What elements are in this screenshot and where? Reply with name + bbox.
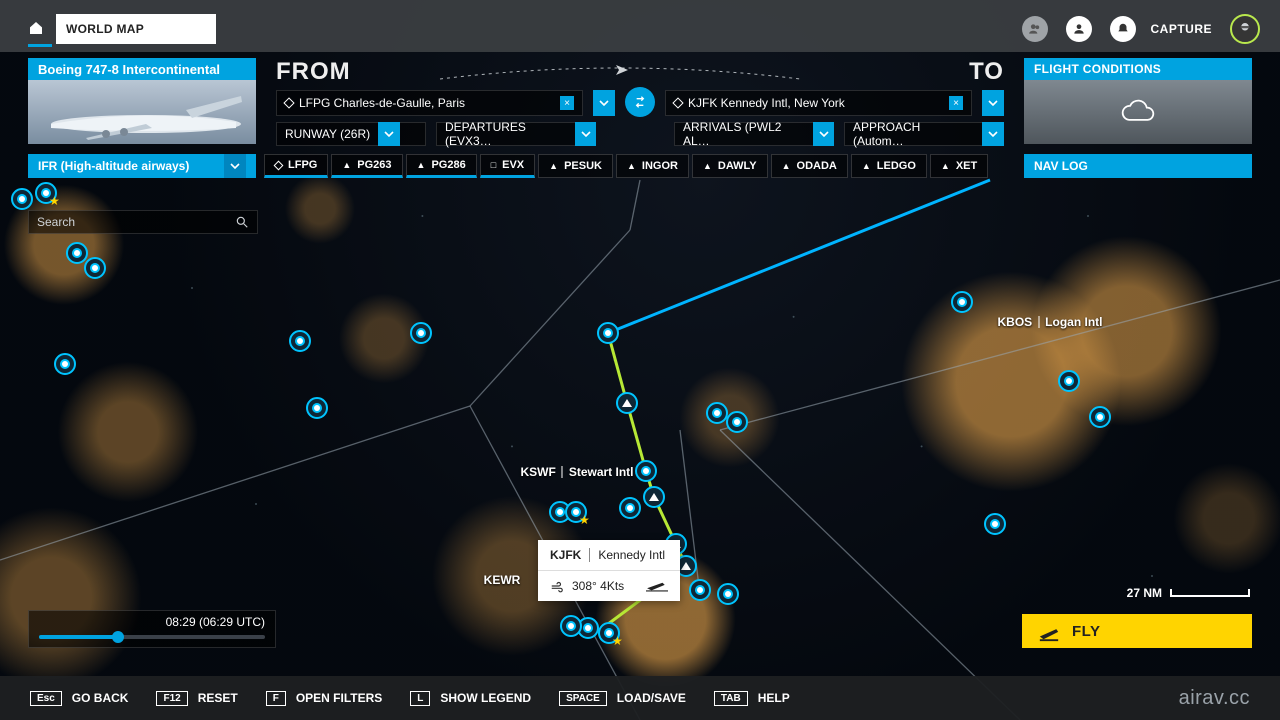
aircraft-image xyxy=(28,80,256,144)
aircraft-name: Boeing 747-8 Intercontinental xyxy=(28,58,256,80)
map-waypoint[interactable] xyxy=(643,486,665,508)
hotkey-hint: FOPEN FILTERS xyxy=(266,691,383,706)
to-airport-field[interactable]: KJFK Kennedy Intl, New York × xyxy=(665,90,972,116)
nav-log-panel[interactable]: NAV LOG xyxy=(1024,154,1252,178)
clear-from-icon[interactable]: × xyxy=(560,96,574,110)
fly-button[interactable]: FLY xyxy=(1022,614,1252,648)
takeoff-icon xyxy=(1038,620,1060,642)
map-waypoint[interactable] xyxy=(560,615,582,637)
map-waypoint[interactable] xyxy=(11,188,33,210)
approach-select[interactable]: APPROACH (Autom… xyxy=(844,122,1004,146)
bottom-bar: EscGO BACK F12RESET FOPEN FILTERS LSHOW LEG… xyxy=(0,676,1280,720)
tooltip-wind: 308° 4Kts xyxy=(572,579,624,593)
home-icon[interactable] xyxy=(28,20,44,36)
map-waypoint[interactable] xyxy=(306,397,328,419)
map-waypoint[interactable] xyxy=(717,583,739,605)
map-waypoint[interactable] xyxy=(66,242,88,264)
waypoint-tab[interactable]: ▲ODADA xyxy=(771,154,848,178)
time-slider[interactable]: 08:29 (06:29 UTC) xyxy=(28,610,276,648)
top-bar: WORLD MAP CAPTURE xyxy=(0,0,1280,52)
waypoint-tab[interactable]: ▲PG263 xyxy=(331,154,402,178)
time-value: 08:29 (06:29 UTC) xyxy=(166,615,265,629)
flight-conditions-title: FLIGHT CONDITIONS xyxy=(1024,58,1252,80)
hotkey-hint: F12RESET xyxy=(156,691,237,706)
map-waypoint[interactable] xyxy=(84,257,106,279)
to-label: TO xyxy=(969,58,1004,86)
map-waypoint[interactable] xyxy=(1058,370,1080,392)
airport-label[interactable]: KBOSLogan Intl xyxy=(998,315,1103,329)
search-placeholder: Search xyxy=(37,215,75,229)
notifications-icon[interactable] xyxy=(1110,16,1136,42)
hotkey-hint: LSHOW LEGEND xyxy=(410,691,531,706)
multiplayer-icon[interactable] xyxy=(1022,16,1048,42)
cloud-icon xyxy=(1117,98,1159,126)
from-airport-field[interactable]: LFPG Charles-de-Gaulle, Paris × xyxy=(276,90,583,116)
waypoint-tab[interactable]: ▲PG286 xyxy=(406,154,477,178)
map-waypoint[interactable] xyxy=(635,460,657,482)
map-waypoint[interactable] xyxy=(951,291,973,313)
swap-button[interactable] xyxy=(625,87,655,117)
map-waypoint[interactable] xyxy=(1089,406,1111,428)
map-waypoint[interactable] xyxy=(410,322,432,344)
map-waypoint[interactable] xyxy=(706,402,728,424)
wind-icon xyxy=(550,579,564,593)
route-arc-icon xyxy=(430,63,810,81)
flight-rules-select[interactable]: IFR (High-altitude airways) xyxy=(28,154,256,178)
map-waypoint[interactable] xyxy=(35,182,57,204)
fly-label: FLY xyxy=(1072,623,1100,640)
map-waypoint[interactable] xyxy=(597,322,619,344)
airport-label[interactable]: KEWR xyxy=(484,573,521,587)
map-waypoint[interactable] xyxy=(289,330,311,352)
arrivals-select[interactable]: ARRIVALS (PWL2 AL… xyxy=(674,122,834,146)
map-waypoint[interactable] xyxy=(54,353,76,375)
hotkey-hint: SPACELOAD/SAVE xyxy=(559,691,686,706)
departures-select[interactable]: DEPARTURES (EVX3… xyxy=(436,122,596,146)
flight-conditions-panel[interactable]: FLIGHT CONDITIONS xyxy=(1024,58,1252,144)
to-dropdown[interactable] xyxy=(982,90,1004,116)
map-waypoint[interactable] xyxy=(726,411,748,433)
waypoint-tab[interactable]: ▲XET xyxy=(930,154,988,178)
airport-label[interactable]: KSWFStewart Intl xyxy=(520,465,633,479)
clear-to-icon[interactable]: × xyxy=(949,96,963,110)
map-waypoint[interactable] xyxy=(598,622,620,644)
hotkey-hint: EscGO BACK xyxy=(30,691,128,706)
capture-label[interactable]: CAPTURE xyxy=(1150,22,1212,36)
search-icon xyxy=(235,215,249,229)
waypoint-tab[interactable]: ▲DAWLY xyxy=(692,154,768,178)
landing-icon xyxy=(646,579,668,593)
waypoint-tab[interactable]: LFPG xyxy=(264,154,328,178)
tooltip-name: Kennedy Intl xyxy=(598,548,665,562)
map-waypoint[interactable] xyxy=(984,513,1006,535)
aircraft-card[interactable]: Boeing 747-8 Intercontinental xyxy=(28,58,256,144)
flight-rules-label: IFR (High-altitude airways) xyxy=(38,159,189,173)
diamond-icon xyxy=(283,97,294,108)
scale-label: 27 NM xyxy=(1127,586,1162,600)
diamond-icon xyxy=(672,97,683,108)
map-waypoint[interactable] xyxy=(689,579,711,601)
airport-tooltip: KJFK Kennedy Intl 308° 4Kts xyxy=(538,540,680,601)
waypoint-tab[interactable]: ▲LEDGO xyxy=(851,154,927,178)
map-scale: 27 NM xyxy=(1127,586,1250,600)
waypoint-tab[interactable]: □EVX xyxy=(480,154,535,178)
to-airport-text: KJFK Kennedy Intl, New York xyxy=(688,96,845,110)
from-dropdown[interactable] xyxy=(593,90,615,116)
tab-world-map[interactable]: WORLD MAP xyxy=(56,14,216,44)
map-waypoint[interactable] xyxy=(616,392,638,414)
profile-icon[interactable] xyxy=(1066,16,1092,42)
waypoint-tab[interactable]: ▲PESUK xyxy=(538,154,613,178)
map-waypoint[interactable] xyxy=(565,501,587,523)
waypoint-tab[interactable]: ▲INGOR xyxy=(616,154,689,178)
runway-select[interactable]: RUNWAY (26R) xyxy=(276,122,426,146)
pilot-avatar[interactable] xyxy=(1230,14,1260,44)
tooltip-code: KJFK xyxy=(550,548,581,562)
map-waypoint[interactable] xyxy=(619,497,641,519)
from-airport-text: LFPG Charles-de-Gaulle, Paris xyxy=(299,96,465,110)
watermark: airav.cc xyxy=(1179,687,1250,710)
from-label: FROM xyxy=(276,58,351,86)
search-input[interactable]: Search xyxy=(28,210,258,234)
hotkey-hint: TABHELP xyxy=(714,691,790,706)
